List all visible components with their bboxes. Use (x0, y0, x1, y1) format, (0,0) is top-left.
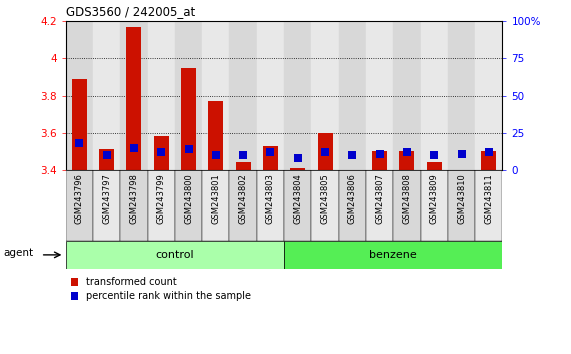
Bar (66, 21, 93, 170)
Text: GSM243801: GSM243801 (211, 173, 220, 223)
Point (457, 151, 466, 156)
Bar (230, 170, 257, 241)
Bar (93, 170, 120, 241)
Bar (317, 133, 332, 170)
Text: control: control (155, 250, 194, 260)
Point (348, 152, 357, 158)
Text: GSM243805: GSM243805 (320, 173, 329, 223)
Point (293, 155, 302, 161)
Point (429, 152, 439, 158)
Point (184, 146, 193, 152)
Point (75, 140, 84, 146)
Bar (208, 101, 223, 170)
Point (403, 149, 412, 155)
Text: GSM243798: GSM243798 (130, 173, 138, 224)
Bar (393, 21, 421, 170)
Bar (366, 170, 393, 241)
Bar (263, 146, 278, 170)
Bar (202, 21, 230, 170)
Bar (126, 27, 142, 170)
Bar (99, 149, 114, 170)
Bar (448, 21, 475, 170)
Text: GSM243799: GSM243799 (156, 173, 166, 223)
Bar (284, 241, 502, 269)
Point (102, 152, 111, 158)
Bar (175, 21, 202, 170)
Bar (181, 68, 196, 170)
Bar (257, 170, 284, 241)
Bar (284, 21, 311, 170)
Bar (154, 136, 168, 170)
Point (130, 145, 139, 150)
Bar (66, 170, 93, 241)
Bar (257, 21, 284, 170)
Bar (120, 21, 147, 170)
Bar (421, 21, 448, 170)
Point (239, 152, 248, 158)
Bar (175, 170, 202, 241)
Text: GSM243809: GSM243809 (430, 173, 439, 223)
Bar (147, 170, 175, 241)
Bar (366, 21, 393, 170)
Text: GSM243808: GSM243808 (403, 173, 412, 224)
Bar (72, 79, 87, 170)
Bar (448, 170, 475, 241)
Bar (202, 170, 230, 241)
Bar (475, 170, 502, 241)
Bar (311, 170, 339, 241)
Bar (120, 170, 147, 241)
Text: GSM243803: GSM243803 (266, 173, 275, 224)
Point (484, 149, 493, 155)
Point (320, 149, 329, 155)
Bar (147, 21, 175, 170)
Text: GSM243797: GSM243797 (102, 173, 111, 224)
Bar (311, 21, 339, 170)
Point (211, 152, 220, 158)
Text: GSM243800: GSM243800 (184, 173, 193, 223)
Bar (66, 241, 284, 269)
Bar (230, 21, 257, 170)
Point (156, 149, 166, 155)
Bar (400, 151, 415, 170)
Bar (284, 170, 311, 241)
Point (375, 151, 384, 156)
Text: GSM243796: GSM243796 (75, 173, 84, 224)
Text: GSM243810: GSM243810 (457, 173, 466, 223)
Bar (93, 21, 120, 170)
Bar (481, 151, 496, 170)
Text: agent: agent (3, 249, 34, 258)
Bar (339, 21, 366, 170)
Text: GSM243807: GSM243807 (375, 173, 384, 224)
Text: GSM243806: GSM243806 (348, 173, 357, 224)
Bar (290, 168, 305, 170)
Text: GSM243802: GSM243802 (239, 173, 248, 223)
Bar (339, 170, 366, 241)
Bar (372, 151, 387, 170)
Legend: transformed count, percentile rank within the sample: transformed count, percentile rank withi… (71, 278, 251, 301)
Bar (475, 21, 502, 170)
Point (266, 149, 275, 155)
Bar (421, 170, 448, 241)
Text: GSM243811: GSM243811 (484, 173, 493, 223)
Bar (236, 162, 251, 170)
Bar (427, 162, 442, 170)
Text: benzene: benzene (369, 250, 417, 260)
Text: GDS3560 / 242005_at: GDS3560 / 242005_at (66, 5, 195, 18)
Text: GSM243804: GSM243804 (293, 173, 302, 223)
Bar (393, 170, 421, 241)
